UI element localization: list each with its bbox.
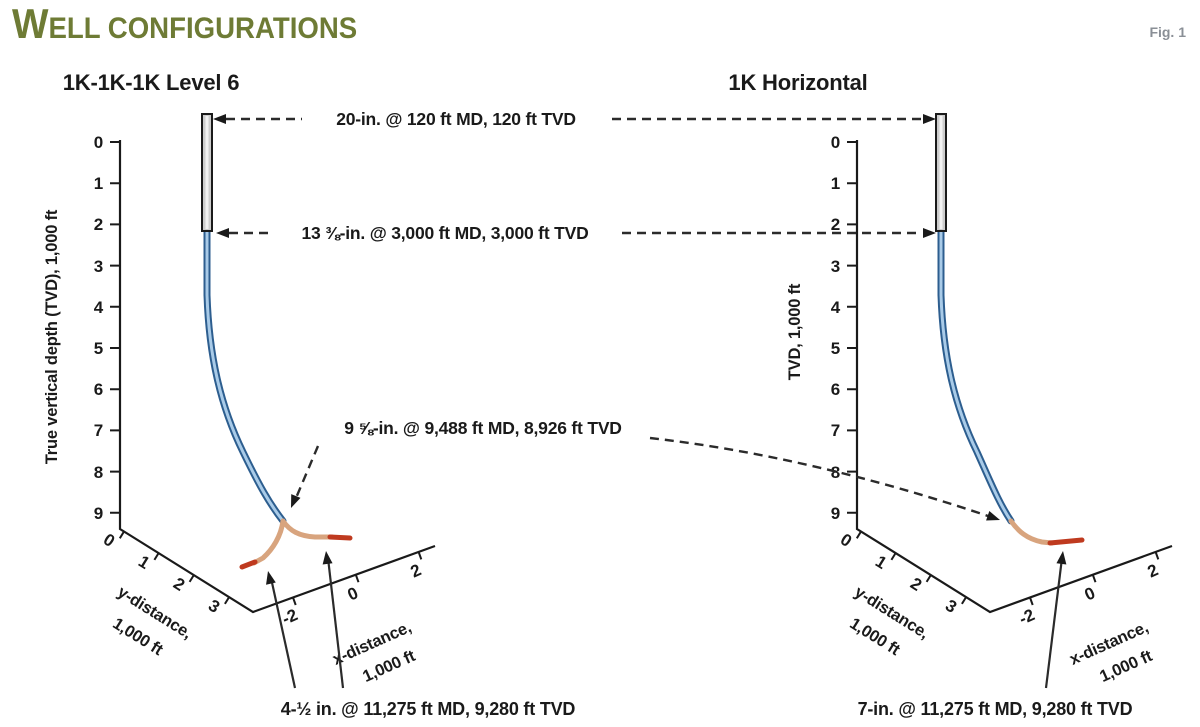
arrowhead-9in-right (986, 511, 1000, 521)
arrowhead-20in-right (923, 114, 936, 124)
arrowhead-left-liner-1 (266, 571, 276, 585)
leader-9in-right (649, 436, 989, 518)
left-y-tick-2: 2 (170, 574, 188, 595)
annotation-9in: 9 ⅝-in. @ 9,488 ft MD, 8,926 ft TVD (344, 418, 622, 438)
right-y-tick-2: 2 (907, 574, 925, 595)
left-lateral-left-branch (251, 518, 286, 566)
right-y-tick-3: 3 (942, 596, 960, 617)
right-tvd-tick-6: 6 (831, 380, 840, 399)
leader-left-liner-2 (326, 557, 345, 689)
right-lateral (1008, 518, 1055, 546)
page-title-initial: W (12, 0, 49, 47)
left-tvd-tick-marks (110, 141, 120, 514)
right-plot-axes (855, 140, 1173, 614)
left-lateral-right-tip (327, 534, 353, 541)
right-tvd-tick-4: 4 (831, 298, 841, 317)
page-title: WELL CONFIGURATIONS (12, 2, 357, 51)
arrowhead-20in-left (213, 114, 226, 124)
right-x-tick-2: 2 (1145, 560, 1161, 581)
left-tvd-tick-8: 8 (94, 463, 103, 482)
right-well-tubing-highlight (939, 229, 1013, 523)
left-plot-title: 1K-1K-1K Level 6 (63, 70, 240, 95)
left-tvd-tick-9: 9 (94, 504, 103, 523)
left-x-tick-marks (292, 551, 423, 606)
left-tvd-tick-0: 0 (94, 133, 103, 152)
right-y-tick-marks (855, 530, 967, 605)
right-tvd-tick-9: 9 (831, 504, 840, 523)
left-lateral-left-tip (239, 559, 258, 570)
right-x-tick-neg2: -2 (1016, 605, 1037, 628)
left-y-tick-1: 1 (135, 552, 153, 573)
left-tvd-tick-7: 7 (94, 421, 103, 440)
right-lateral-tip (1047, 537, 1085, 546)
arrowhead-13in-right (923, 228, 936, 238)
left-x-tick-0: 0 (345, 583, 361, 604)
left-well-tubing-highlight (205, 229, 285, 523)
right-x-tick-marks (1029, 551, 1160, 606)
left-x-tick-2: 2 (408, 560, 424, 581)
right-tvd-tick-5: 5 (831, 339, 840, 358)
left-lateral-right-branch (280, 518, 335, 540)
left-tvd-tick-5: 5 (94, 339, 103, 358)
annotation-20in: 20-in. @ 120 ft MD, 120 ft TVD (336, 109, 576, 129)
annotation-left-liner: 4-½ in. @ 11,275 ft MD, 9,280 ft TVD (281, 699, 576, 719)
right-tvd-tick-0: 0 (831, 133, 840, 152)
page-title-rest: ELL CONFIGURATIONS (48, 12, 358, 45)
left-tvd-tick-6: 6 (94, 380, 103, 399)
left-tvd-tick-4: 4 (94, 298, 104, 317)
right-tvd-tick-3: 3 (831, 257, 840, 276)
right-tvd-axis-label: TVD, 1,000 ft (786, 283, 804, 380)
right-y-tick-1: 1 (872, 552, 890, 573)
left-tvd-tick-2: 2 (94, 215, 103, 234)
left-tvd-tick-1: 1 (94, 174, 103, 193)
left-tvd-tick-3: 3 (94, 257, 103, 276)
annotation-right-liner: 7-in. @ 11,275 ft MD, 9,280 ft TVD (858, 699, 1133, 719)
arrowhead-right-liner (1056, 551, 1067, 565)
left-y-tick-0: 0 (100, 530, 118, 551)
right-tvd-tick-1: 1 (831, 174, 840, 193)
arrowhead-left-liner-2 (322, 551, 333, 565)
figure-number-label: Fig. 1 (1149, 24, 1186, 40)
right-y-tick-0: 0 (837, 530, 855, 551)
left-y-tick-marks (118, 530, 230, 605)
leader-left-liner-1 (269, 577, 297, 689)
right-tvd-tick-7: 7 (831, 421, 840, 440)
right-tvd-tick-marks (847, 141, 857, 514)
left-y-tick-3: 3 (205, 596, 223, 617)
left-x-tick-neg2: -2 (279, 605, 300, 628)
leader-9in-left (294, 445, 320, 499)
arrowhead-13in-left (216, 228, 229, 238)
left-tvd-axis-label: True vertical depth (TVD), 1,000 ft (43, 209, 61, 464)
right-x-tick-0: 0 (1082, 583, 1098, 604)
leader-right-liner (1044, 557, 1064, 689)
annotation-13in: 13 ⅜-in. @ 3,000 ft MD, 3,000 ft TVD (301, 223, 588, 243)
left-well-tubing (203, 227, 287, 525)
arrowhead-9in-left (291, 494, 301, 508)
right-plot-title: 1K Horizontal (728, 70, 867, 95)
right-tvd-tick-2: 2 (831, 215, 840, 234)
left-plot-axes (118, 140, 436, 614)
